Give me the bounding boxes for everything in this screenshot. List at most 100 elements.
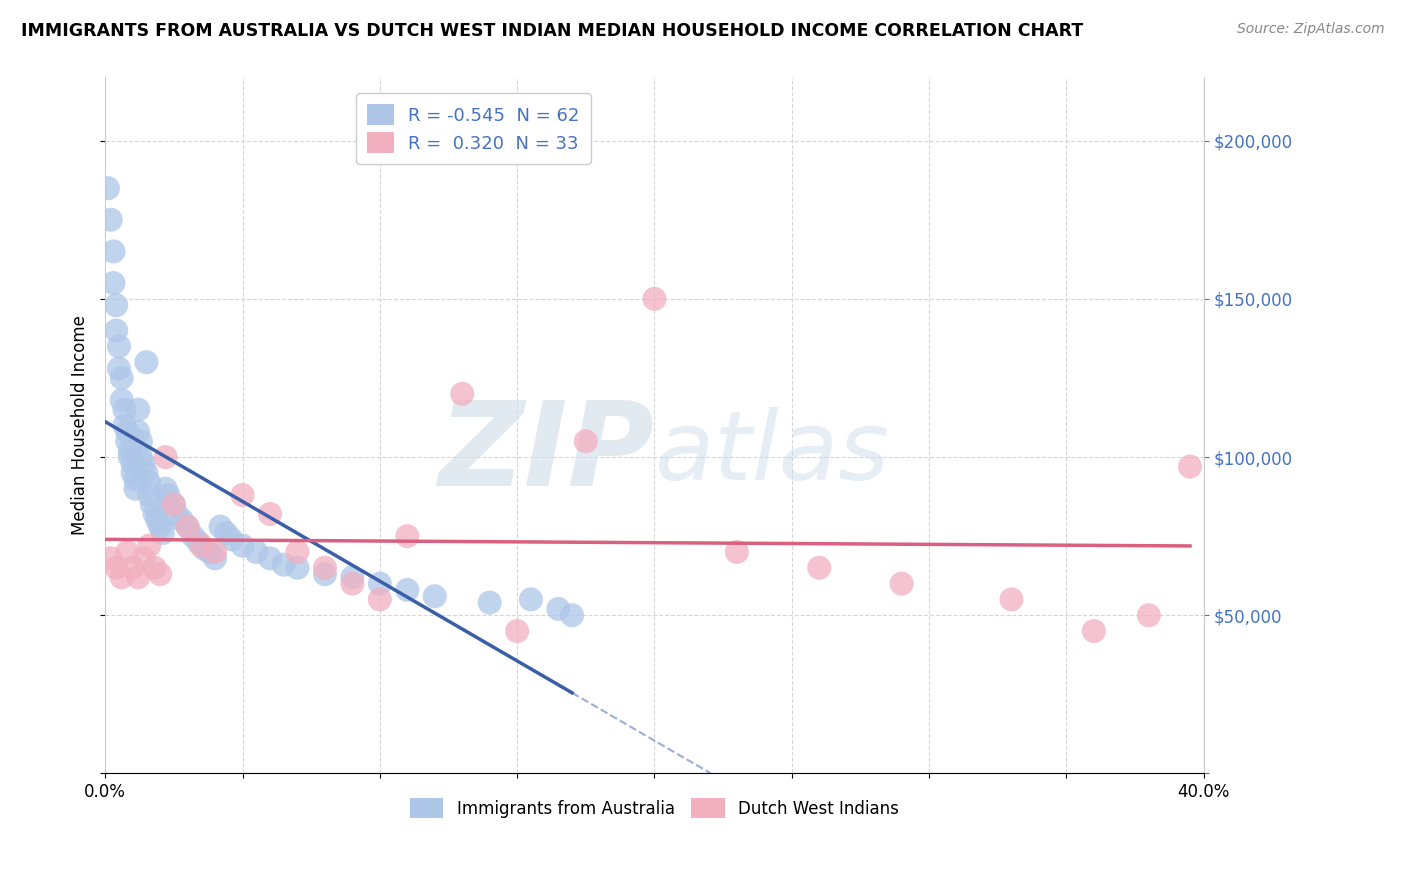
Point [451, 386, 474, 401]
Point [121, 457, 143, 471]
Point [725, 545, 748, 559]
Point [121, 466, 143, 480]
Point [478, 596, 501, 610]
Point [129, 434, 152, 449]
Point [181, 529, 204, 543]
Point [103, 276, 125, 290]
Point [115, 434, 138, 449]
Point [163, 498, 186, 512]
Point [198, 545, 221, 559]
Point [342, 570, 364, 584]
Point [204, 545, 226, 559]
Text: atlas: atlas [654, 407, 890, 500]
Point [1083, 624, 1105, 638]
Point [575, 434, 598, 449]
Point [190, 539, 212, 553]
Point [314, 561, 336, 575]
Point [97, 181, 120, 195]
Legend: Immigrants from Australia, Dutch West Indians: Immigrants from Australia, Dutch West In… [404, 792, 905, 824]
Point [396, 529, 419, 543]
Point [506, 624, 529, 638]
Point [245, 545, 267, 559]
Point [143, 507, 166, 521]
Point [163, 498, 186, 512]
Point [643, 292, 665, 306]
Point [176, 519, 198, 533]
Point [204, 551, 226, 566]
Point [368, 592, 391, 607]
Point [132, 551, 155, 566]
Point [146, 513, 169, 527]
Point [187, 535, 209, 549]
Point [342, 576, 364, 591]
Point [141, 498, 163, 512]
Point [132, 457, 155, 471]
Point [1178, 459, 1201, 474]
Point [149, 567, 172, 582]
Point [138, 539, 160, 553]
Point [127, 425, 149, 439]
Point [114, 402, 136, 417]
Point [231, 488, 253, 502]
Y-axis label: Median Household Income: Median Household Income [72, 316, 89, 535]
Point [152, 526, 174, 541]
Point [1137, 608, 1160, 623]
Point [127, 570, 149, 584]
Point [1000, 592, 1022, 607]
Point [100, 212, 122, 227]
Text: ZIP: ZIP [439, 396, 654, 511]
Point [157, 488, 180, 502]
Point [368, 576, 391, 591]
Point [115, 425, 138, 439]
Point [209, 519, 232, 533]
Point [111, 393, 134, 408]
Point [273, 558, 295, 572]
Point [166, 507, 188, 521]
Point [231, 539, 253, 553]
Point [105, 324, 128, 338]
Point [172, 513, 194, 527]
Point [127, 402, 149, 417]
Point [129, 450, 152, 464]
Point [155, 450, 177, 464]
Point [193, 541, 215, 556]
Point [808, 561, 831, 575]
Point [547, 602, 569, 616]
Point [259, 507, 281, 521]
Point [149, 519, 172, 533]
Point [561, 608, 583, 623]
Point [135, 466, 157, 480]
Point [103, 244, 125, 259]
Point [423, 589, 446, 603]
Point [221, 533, 243, 547]
Point [115, 545, 138, 559]
Point [890, 576, 912, 591]
Point [215, 526, 238, 541]
Point [176, 519, 198, 533]
Point [114, 418, 136, 433]
Point [108, 361, 131, 376]
Point [105, 561, 128, 575]
Point [121, 561, 143, 575]
Point [118, 450, 141, 464]
Point [314, 567, 336, 582]
Text: Source: ZipAtlas.com: Source: ZipAtlas.com [1237, 22, 1385, 37]
Point [111, 371, 134, 385]
Point [108, 339, 131, 353]
Point [396, 582, 419, 597]
Point [143, 561, 166, 575]
Point [138, 475, 160, 490]
Point [155, 482, 177, 496]
Point [138, 488, 160, 502]
Point [287, 561, 309, 575]
Point [118, 443, 141, 458]
Point [105, 298, 128, 312]
Point [100, 551, 122, 566]
Point [124, 472, 146, 486]
Point [124, 482, 146, 496]
Point [520, 592, 543, 607]
Point [135, 355, 157, 369]
Point [287, 545, 309, 559]
Text: IMMIGRANTS FROM AUSTRALIA VS DUTCH WEST INDIAN MEDIAN HOUSEHOLD INCOME CORRELATI: IMMIGRANTS FROM AUSTRALIA VS DUTCH WEST … [21, 22, 1084, 40]
Point [111, 570, 134, 584]
